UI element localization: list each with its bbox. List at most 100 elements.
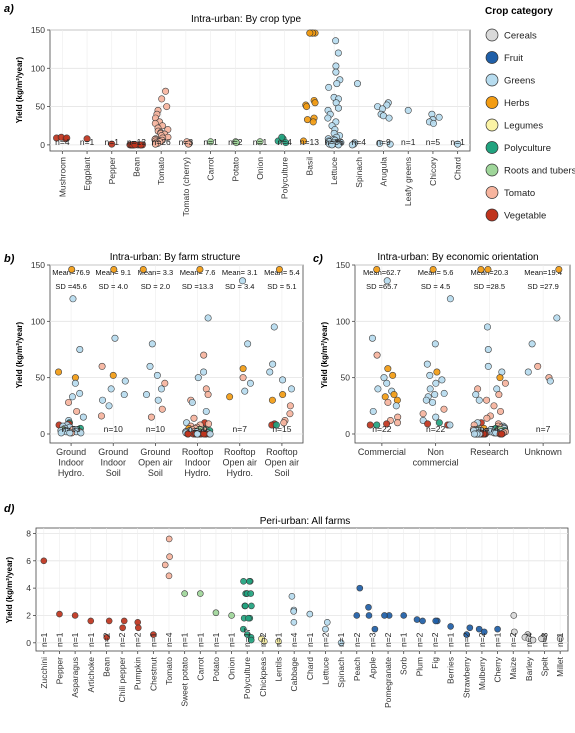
x-tick-label-line: Indoor: [100, 458, 126, 468]
data-point: [431, 391, 439, 399]
data-point: [373, 421, 381, 429]
n-label: n=2: [133, 632, 143, 647]
x-tick-label: Onion: [255, 157, 265, 180]
data-point: [120, 391, 128, 399]
y-tick-label: 50: [341, 373, 351, 383]
data-point: [193, 430, 201, 438]
y-tick-label: 100: [336, 316, 350, 326]
y-tick-label: 0: [345, 429, 350, 439]
x-tick-label-line: Ground: [140, 447, 170, 457]
data-point: [165, 572, 173, 580]
data-point: [212, 609, 220, 617]
data-point: [353, 612, 361, 619]
data-point: [373, 351, 381, 359]
n-label: n=4: [524, 632, 534, 647]
n-label: n=9: [376, 137, 391, 147]
data-point: [432, 617, 439, 625]
x-tick-label: Cabbage: [289, 657, 299, 692]
legend-label: Tomato: [504, 188, 535, 199]
x-tick-label: Carrot: [195, 656, 205, 680]
data-point: [110, 266, 118, 274]
x-tick-label-line: Hydro.: [58, 468, 85, 478]
x-tick-label: Chickpeas: [258, 657, 268, 697]
n-label: n=1: [450, 137, 465, 147]
y-tick-label: 100: [31, 63, 45, 73]
data-point: [73, 407, 81, 415]
data-point: [207, 138, 215, 146]
x-tick-label: Peach: [352, 657, 362, 681]
x-tick-label-line: Ground: [98, 447, 128, 457]
n-label: n=33: [62, 424, 81, 434]
panel-d-n-labels: n=1 n=1 n=1 n=1 n=2 n=2 n=2 n=1 n=4 n=1 n=1 n=1 n=1 n…: [39, 628, 565, 647]
n-label: n=4: [164, 632, 174, 647]
data-point: [432, 413, 440, 421]
data-point: [472, 391, 480, 399]
panel-d-x-ticks: Zucchini Pepper Asparagus Artichoke Bean Chil…: [39, 651, 565, 708]
data-point: [333, 80, 341, 88]
data-point: [245, 614, 252, 622]
x-tick-label-line: Hydro.: [184, 468, 211, 478]
data-point: [266, 368, 274, 376]
data-point: [97, 412, 105, 420]
legend-swatch: [485, 96, 499, 109]
x-tick-label: Commercial: [358, 447, 406, 457]
data-point: [204, 314, 212, 322]
data-point: [247, 590, 255, 597]
data-point: [332, 68, 340, 76]
data-point: [334, 104, 342, 112]
data-point: [87, 617, 95, 625]
data-point: [240, 625, 247, 633]
y-tick-label: 6: [26, 556, 31, 566]
data-point: [76, 345, 84, 353]
x-tick-label-line: commercial: [413, 458, 459, 468]
x-tick-label-line: Unknown: [524, 447, 562, 457]
panel-b-n-labels: n=33 n=10 n=10 n=50 n=7 n=15: [62, 424, 292, 434]
data-point: [200, 351, 208, 359]
data-point: [290, 618, 298, 626]
legend-swatch: [485, 73, 499, 87]
x-tick-label: Research: [470, 447, 509, 457]
data-point: [483, 396, 491, 404]
data-point: [524, 368, 532, 376]
data-point: [158, 405, 166, 413]
x-tick-label-line: Rooftop: [182, 447, 214, 457]
data-point: [371, 625, 379, 633]
n-label: n=1: [446, 632, 456, 647]
x-tick-label: Pumpkin: [133, 657, 143, 690]
y-tick-label: 50: [36, 373, 46, 383]
data-point: [279, 376, 287, 384]
data-point: [166, 553, 173, 561]
data-point: [303, 103, 311, 111]
data-point: [422, 396, 430, 404]
data-point: [188, 398, 196, 406]
data-point: [76, 389, 84, 397]
data-point: [275, 266, 283, 274]
stat-mean: Mean=62.7: [363, 268, 401, 277]
n-label: n=2: [352, 632, 362, 647]
n-label: n=22: [372, 424, 391, 434]
n-label: n=3: [367, 632, 377, 647]
data-point: [121, 377, 129, 385]
n-label: n=1: [180, 632, 190, 647]
data-point: [528, 340, 536, 348]
stat-sd: SD = 5.1: [267, 282, 296, 291]
data-point: [184, 140, 192, 148]
panel-c-plot-area: [354, 264, 571, 444]
data-point: [324, 114, 332, 122]
legend-title: Crop category: [485, 6, 553, 17]
panel-c-y-ticks: 0 50 100 150: [336, 260, 355, 439]
data-point: [226, 393, 234, 401]
y-tick-label: 100: [31, 316, 45, 326]
n-label: n=4: [352, 137, 367, 147]
n-label: n=2: [258, 632, 268, 647]
panel-d-peri-urban: d) Peri-urban: All farms 0 2 4 6 8 Yield (kg…: [4, 503, 569, 708]
data-point: [105, 617, 113, 625]
data-point: [163, 103, 171, 111]
stat-sd: SD =65.7: [366, 282, 397, 291]
data-point: [392, 402, 400, 410]
data-point: [248, 602, 255, 610]
panel-b-plot-area: [49, 264, 304, 444]
data-point: [534, 362, 542, 370]
panel-label-d: d): [4, 503, 15, 515]
